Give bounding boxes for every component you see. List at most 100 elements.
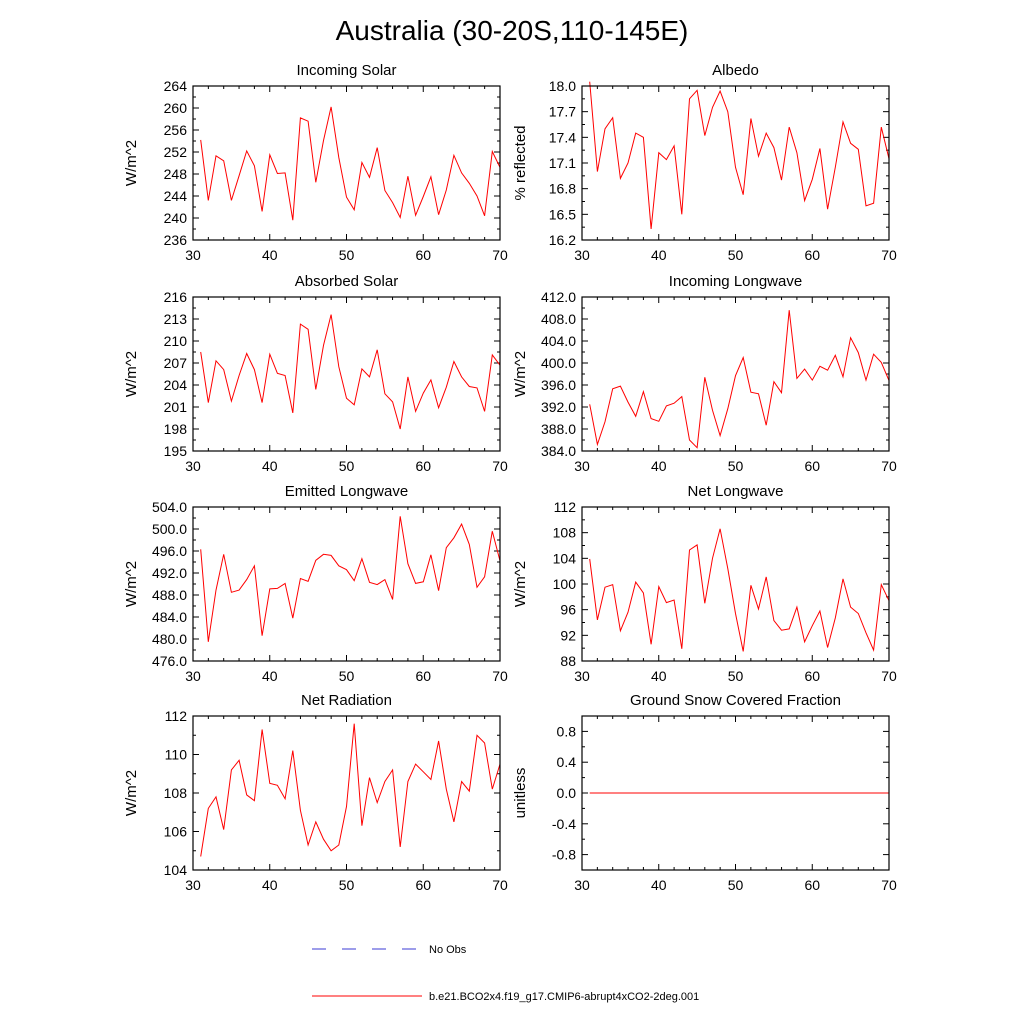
y-tick-label: 17.7 (549, 104, 576, 120)
legend-obs-label: No Obs (429, 944, 467, 956)
y-tick-label: 16.8 (549, 181, 576, 197)
x-tick-label: 30 (185, 877, 201, 893)
x-tick-label: 40 (262, 247, 278, 263)
x-tick-label: 50 (339, 247, 355, 263)
x-tick-label: 30 (574, 247, 590, 263)
series-line (200, 314, 501, 430)
x-tick-label: 60 (804, 247, 820, 263)
y-tick-label: 96 (560, 602, 576, 618)
panel-net-longwave: Net Longwave W/m^2 30 40 50 60 70 88 92 96 100 104 1… (512, 483, 897, 684)
series-line (200, 723, 501, 857)
x-tick-label: 50 (728, 458, 744, 474)
panel-incoming-solar: Incoming Solar W/m^2 30 40 50 60 70 236 240 244 24… (123, 62, 508, 263)
y-tick-label: 92 (560, 627, 576, 643)
x-tick-label: 30 (185, 668, 201, 684)
x-tick-label: 60 (415, 458, 431, 474)
y-tick-label: 408.0 (541, 311, 576, 327)
panel-ground-snow-covered-fraction: Ground Snow Covered Fraction unitless 30 40… (512, 692, 897, 893)
y-tick-label: 210 (164, 333, 188, 349)
legend: No Obs b.e21.BCO2x4.f19_g17.CMIP6-abrupt… (312, 944, 699, 1003)
y-tick-label: 207 (164, 355, 188, 371)
x-tick-label: 50 (339, 458, 355, 474)
x-tick-label: 60 (415, 668, 431, 684)
y-tick-label: 0.0 (557, 785, 577, 801)
x-tick-label: 30 (574, 877, 590, 893)
y-tick-label: 260 (164, 100, 188, 116)
panel-title: Emitted Longwave (285, 483, 408, 500)
y-tick-label: 112 (165, 708, 188, 724)
x-tick-label: 40 (262, 668, 278, 684)
y-tick-label: 195 (164, 443, 188, 459)
x-tick-label: 70 (881, 877, 897, 893)
y-axis-label: W/m^2 (123, 351, 140, 397)
panel-title: Albedo (712, 62, 759, 79)
panel-title: Incoming Longwave (669, 273, 802, 290)
y-tick-label: 244 (164, 188, 188, 204)
y-tick-label: 256 (164, 122, 188, 138)
y-tick-label: 496.0 (152, 543, 187, 559)
x-tick-label: 40 (651, 877, 667, 893)
y-tick-label: 216 (164, 289, 188, 305)
plot-frame (192, 296, 501, 452)
x-tick-label: 40 (651, 247, 667, 263)
x-tick-label: 70 (492, 668, 508, 684)
legend-model-label: b.e21.BCO2x4.f19_g17.CMIP6-abrupt4xCO2-2… (429, 991, 699, 1003)
y-tick-label: 476.0 (152, 653, 187, 669)
x-tick-label: 60 (415, 247, 431, 263)
y-tick-label: 392.0 (541, 399, 576, 415)
x-tick-label: 30 (574, 668, 590, 684)
y-tick-label: 384.0 (541, 443, 576, 459)
x-tick-label: 60 (804, 877, 820, 893)
y-tick-label: 396.0 (541, 377, 576, 393)
panel-title: Net Longwave (688, 483, 784, 500)
panel-albedo: Albedo % reflected 30 40 50 60 70 16.2 16.5 16.8 1… (512, 62, 897, 263)
y-tick-label: 100 (553, 576, 577, 592)
y-tick-label: 104 (553, 550, 577, 566)
y-tick-label: -0.4 (552, 816, 576, 832)
x-tick-label: 60 (804, 458, 820, 474)
x-tick-label: 30 (185, 247, 201, 263)
series-line (200, 516, 501, 642)
y-tick-label: 108 (164, 785, 188, 801)
y-tick-label: 16.5 (549, 206, 576, 222)
y-tick-label: 492.0 (152, 565, 187, 581)
panel-title: Incoming Solar (296, 62, 396, 79)
series-line (589, 528, 890, 652)
y-tick-label: 240 (164, 210, 188, 226)
y-tick-label: 17.4 (549, 129, 576, 145)
x-tick-label: 60 (415, 877, 431, 893)
y-tick-label: 412.0 (541, 289, 576, 305)
y-tick-label: 110 (165, 747, 188, 763)
y-tick-label: 236 (164, 232, 188, 248)
y-tick-label: 204 (164, 377, 188, 393)
x-tick-label: 70 (492, 877, 508, 893)
series-line (589, 81, 890, 229)
y-tick-label: 480.0 (152, 631, 187, 647)
x-tick-label: 40 (651, 668, 667, 684)
x-tick-label: 30 (574, 458, 590, 474)
x-tick-label: 70 (881, 668, 897, 684)
y-axis-label: % reflected (512, 125, 529, 200)
plot-frame (581, 506, 890, 662)
y-tick-label: 264 (164, 78, 188, 94)
y-tick-label: 106 (164, 824, 188, 840)
y-tick-label: 252 (164, 144, 188, 160)
x-tick-label: 50 (339, 877, 355, 893)
y-axis-label: unitless (512, 768, 529, 819)
plot-frame (192, 85, 501, 241)
x-tick-label: 70 (492, 247, 508, 263)
y-axis-label: W/m^2 (512, 561, 529, 607)
y-tick-label: 500.0 (152, 521, 187, 537)
x-tick-label: 70 (492, 458, 508, 474)
y-axis-label: W/m^2 (123, 770, 140, 816)
panel-title: Absorbed Solar (295, 273, 398, 290)
x-tick-label: 70 (881, 247, 897, 263)
y-tick-label: 112 (554, 499, 577, 515)
y-tick-label: 88 (560, 653, 576, 669)
y-tick-label: 488.0 (152, 587, 187, 603)
x-tick-label: 50 (339, 668, 355, 684)
panel-net-radiation: Net Radiation W/m^2 30 40 50 60 70 104 106 108 110… (123, 692, 508, 893)
y-tick-label: 104 (164, 862, 188, 878)
y-tick-label: 248 (164, 166, 188, 182)
